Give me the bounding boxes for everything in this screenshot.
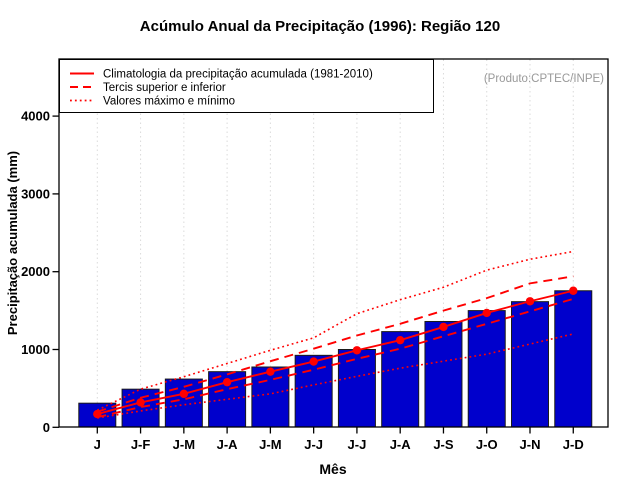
- y-tick-label: 3000: [21, 186, 50, 201]
- climatology-point: [525, 297, 535, 306]
- climatology-point: [395, 335, 405, 345]
- legend-box: [59, 59, 434, 113]
- x-tick-label: J-A: [217, 437, 239, 452]
- climatology-point: [569, 286, 578, 295]
- y-tick-label: 4000: [21, 109, 50, 124]
- x-axis-label: Mês: [319, 461, 346, 477]
- x-tick-label: J-J: [348, 437, 367, 452]
- product-credit: (Produto:CPTEC/INPE): [484, 73, 604, 85]
- climatology-line: [97, 289, 574, 415]
- x-tick-label: J-F: [131, 437, 151, 452]
- y-axis-label: Precipitação acumulada (mm): [5, 151, 20, 335]
- bar: [294, 354, 333, 428]
- y-tick-label: 0: [43, 420, 50, 435]
- bar: [554, 290, 593, 428]
- climatology-point: [309, 357, 318, 366]
- bar: [424, 320, 463, 428]
- y-tick-label: 1000: [21, 342, 50, 357]
- chart-title: Acúmulo Anual da Precipitação (1996): Re…: [140, 18, 500, 35]
- x-tick-label: J-O: [476, 437, 498, 452]
- bar: [511, 301, 549, 428]
- legend-item-label: Climatologia da precipitação acumulada (…: [103, 69, 373, 81]
- extreme-line: [96, 250, 574, 411]
- climatology-point: [266, 367, 275, 376]
- x-tick-label: J-S: [433, 437, 454, 452]
- bar: [467, 310, 506, 428]
- tercile-line: [97, 298, 574, 419]
- legend-item-label: Valores máximo e mínimo: [103, 96, 235, 108]
- climatology-point: [179, 389, 189, 399]
- x-tick-label: J-M: [173, 437, 195, 452]
- y-tick-label: 2000: [21, 264, 50, 279]
- climatology-point: [482, 308, 491, 318]
- bar: [337, 349, 376, 428]
- x-tick-label: J: [94, 437, 101, 452]
- x-tick-label: J-N: [520, 437, 541, 452]
- x-tick-label: J-A: [390, 437, 412, 452]
- x-tick-label: J-D: [563, 437, 584, 452]
- bar: [121, 388, 160, 428]
- climatology-point: [439, 322, 448, 332]
- climatology-point: [222, 377, 232, 387]
- bar: [381, 331, 420, 428]
- bar: [251, 366, 290, 428]
- plot-area: 0 1000 2000 3000 4000 J J-F J-M J-A J-M J-J J-J J-A J…: [21, 58, 609, 452]
- climatology-point: [352, 346, 362, 355]
- extreme-line: [97, 333, 574, 419]
- climatology-point: [136, 398, 145, 407]
- tercile-line: [97, 275, 574, 413]
- legend-item-label: Tercis superior e inferior: [103, 82, 226, 94]
- x-tick-label: J-M: [259, 437, 281, 452]
- x-tick-label: J-J: [304, 437, 323, 452]
